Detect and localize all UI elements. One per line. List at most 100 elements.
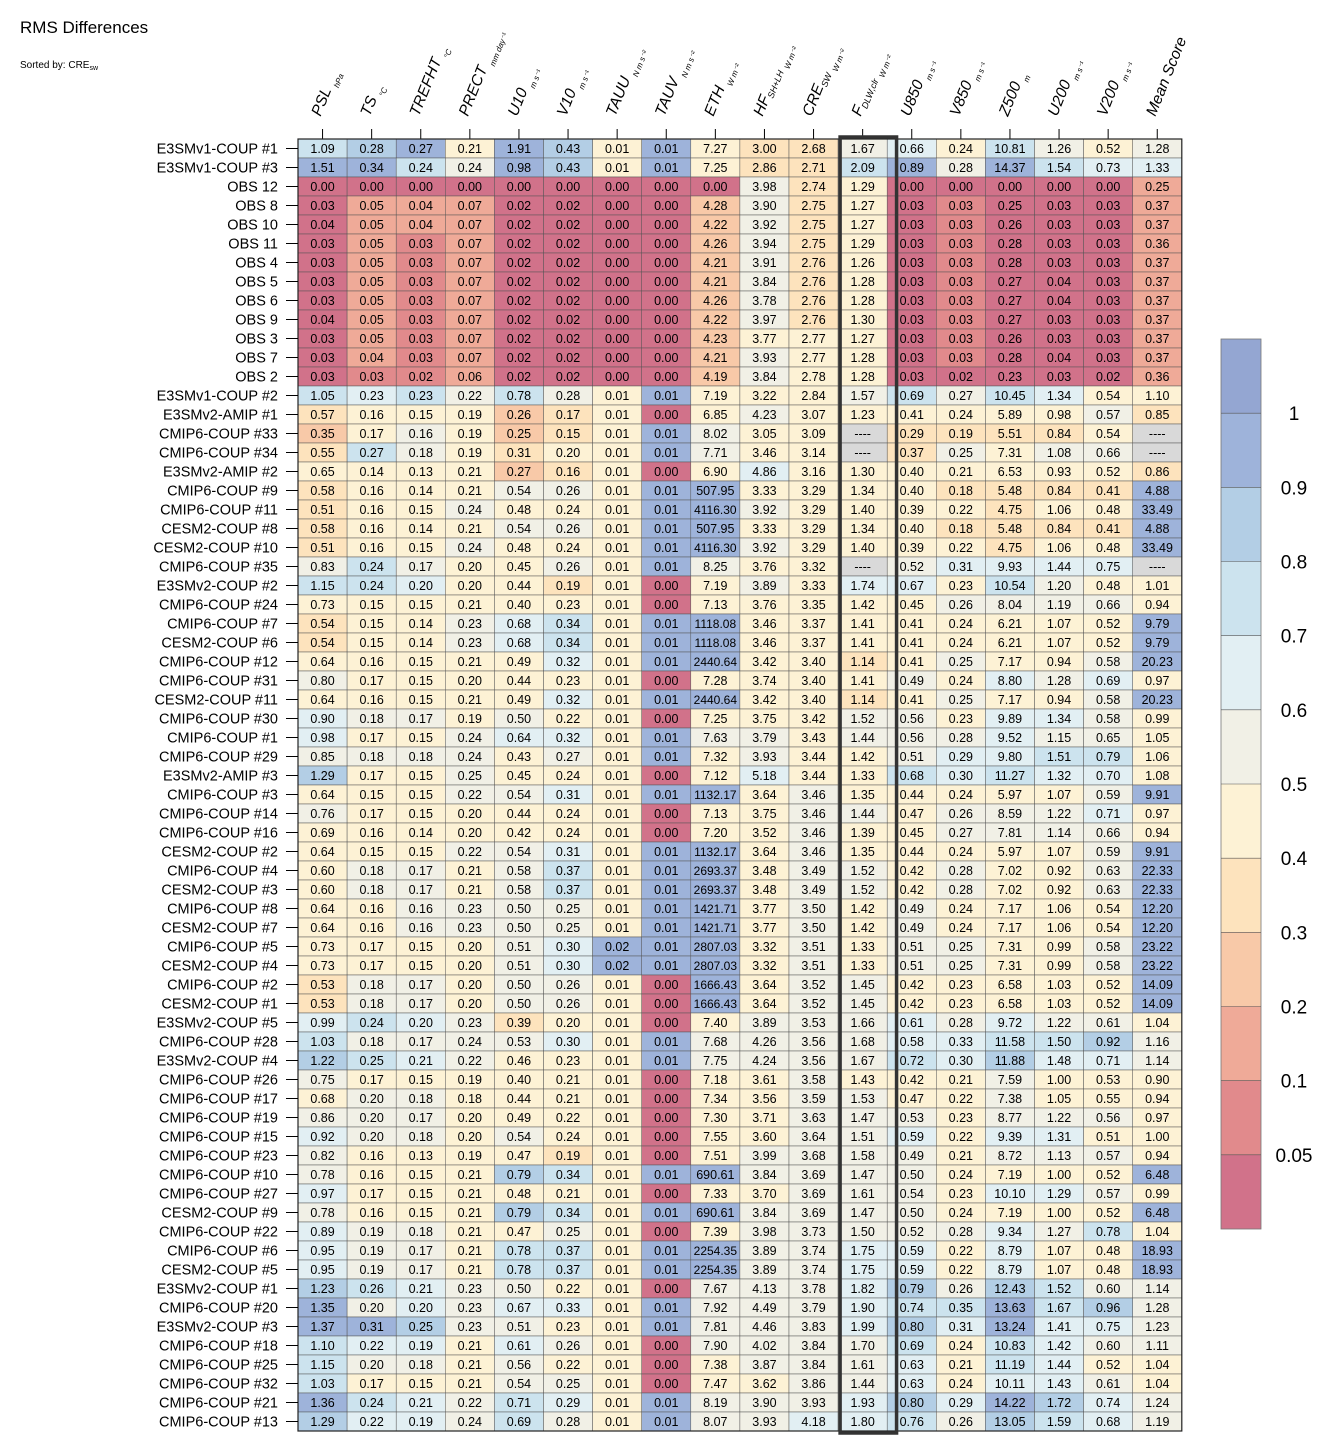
cell-value-label: ---- [1149, 560, 1166, 574]
cell-value-label: 0.25 [949, 940, 973, 954]
cell-value-label: 0.37 [556, 883, 580, 897]
cell-value-label: 0.01 [605, 1035, 629, 1049]
cell-value-label: 0.75 [1096, 560, 1120, 574]
row-label: E3SMv2-AMIP #2 [163, 465, 278, 481]
row-label: CESM2-COUP #7 [161, 921, 278, 937]
cell-value-label: 0.01 [605, 1377, 629, 1391]
cell-value-label: 0.94 [1047, 693, 1071, 707]
cell-value-label: 0.14 [409, 522, 433, 536]
cell-value-label: 0.20 [556, 1016, 580, 1030]
cell-value-label: 0.70 [1096, 769, 1120, 783]
cell-value-label: 0.16 [359, 1168, 383, 1182]
cell-value-label: 3.07 [801, 408, 825, 422]
cell-value-label: 1.08 [1047, 446, 1071, 460]
cell-value-label: 7.75 [703, 1054, 727, 1068]
cell-value-label: 0.01 [654, 1415, 678, 1429]
cell-value-label: 3.92 [752, 218, 776, 232]
cell-value-label: 0.22 [556, 1282, 580, 1296]
cell-value-label: 1.27 [850, 218, 874, 232]
colorbar: 0.05 0.1 0.2 0.3 0.4 0.5 0.6 0.7 0.8 0.9 1 [1220, 338, 1312, 1230]
cell-value-label: 0.54 [1096, 427, 1120, 441]
cell-value-label: 0.05 [359, 313, 383, 327]
cell-value-label: 1.80 [850, 1415, 874, 1429]
cell-value-label: 3.52 [801, 997, 825, 1011]
cell-value-label: 1.10 [1145, 389, 1169, 403]
cell-value-label: 0.24 [556, 769, 580, 783]
cell-value-label: 0.63 [900, 1377, 924, 1391]
cell-value-label: 3.49 [801, 883, 825, 897]
cell-value-label: 1666.43 [694, 997, 738, 1011]
cell-value-label: 7.25 [703, 161, 727, 175]
cell-value-label: 0.22 [949, 1092, 973, 1106]
cell-value-label: 1.28 [850, 294, 874, 308]
cell-value-label: 0.03 [1047, 370, 1071, 384]
row-label: CESM2-COUP #3 [161, 883, 278, 899]
cell-value-label: 7.92 [703, 1301, 727, 1315]
cell-value-label: 0.01 [654, 845, 678, 859]
colorbar-segment [1221, 858, 1261, 933]
cell-value-label: 1.67 [850, 142, 874, 156]
cell-value-label: 0.54 [900, 1187, 924, 1201]
cell-value-label: 4.21 [703, 275, 727, 289]
cell-value-label: 3.77 [752, 332, 776, 346]
cell-value-label: 0.03 [949, 294, 973, 308]
cell-value-label: 0.27 [409, 142, 433, 156]
cell-value-label: 0.51 [1096, 1130, 1120, 1144]
cell-value-label: 0.01 [654, 1244, 678, 1258]
cell-value-label: 7.90 [703, 1339, 727, 1353]
cell-value-label: 0.03 [1096, 294, 1120, 308]
row-label: OBS 9 [235, 313, 278, 329]
cell-value-label: 0.58 [1096, 959, 1120, 973]
cell-value-label: 0.23 [458, 1301, 482, 1315]
chart-subtitle: Sorted by: CREsw [20, 60, 99, 72]
column-unit: N m s⁻² [631, 49, 650, 78]
cell-value-label: 0.03 [1047, 256, 1071, 270]
cell-value-label: 0.18 [359, 1035, 383, 1049]
cell-value-label: 0.26 [556, 560, 580, 574]
cell-value-label: 0.96 [1096, 1301, 1120, 1315]
cell-value-label: 1.45 [850, 978, 874, 992]
cell-value-label: 9.91 [1145, 845, 1169, 859]
row-label: CMIP6-COUP #23 [159, 1149, 278, 1165]
cell-value-label: 0.20 [359, 1358, 383, 1372]
cell-value-label: 1.16 [1145, 1035, 1169, 1049]
cell-value-label: 4.21 [703, 351, 727, 365]
cell-value-label: 0.18 [359, 712, 383, 726]
cell-value-label: 4.23 [752, 408, 776, 422]
cell-value-label: 0.23 [409, 389, 433, 403]
cell-value-label: 0.17 [409, 1111, 433, 1125]
cell-value-label: 0.30 [949, 769, 973, 783]
cell-value-label: 3.69 [801, 1187, 825, 1201]
cell-value-label: 0.24 [359, 560, 383, 574]
cell-value-label: 3.68 [801, 1149, 825, 1163]
cell-value-label: 0.03 [409, 332, 433, 346]
cell-value-label: 0.03 [409, 313, 433, 327]
column-name: Z500 [996, 79, 1026, 119]
cell-value-label: 0.03 [949, 351, 973, 365]
cell-value-label: 2807.03 [694, 959, 738, 973]
cell-value-label: 7.34 [703, 1092, 727, 1106]
cell-value-label: 0.00 [654, 1225, 678, 1239]
cell-value-label: 0.01 [654, 560, 678, 574]
cell-value-label: 3.40 [801, 693, 825, 707]
row-label: CMIP6-COUP #26 [159, 1073, 278, 1089]
cell-value-label: 2.75 [801, 218, 825, 232]
cell-value-label: 3.42 [752, 655, 776, 669]
cell-value-label: 3.77 [752, 902, 776, 916]
cell-value-label: 0.56 [900, 731, 924, 745]
cell-value-label: 0.03 [900, 332, 924, 346]
cell-value-label: 0.01 [654, 522, 678, 536]
cell-value-label: 3.78 [801, 1282, 825, 1296]
cell-value-label: 0.60 [1096, 1282, 1120, 1296]
cell-value-label: 0.00 [654, 826, 678, 840]
cell-value-label: 0.14 [409, 484, 433, 498]
cell-value-label: 0.00 [605, 313, 629, 327]
cell-value-label: 5.51 [998, 427, 1022, 441]
row-label: OBS 8 [235, 199, 278, 215]
cell-value-label: 0.04 [359, 351, 383, 365]
cell-value-label: 0.02 [949, 370, 973, 384]
cell-value-label: 3.61 [752, 1073, 776, 1087]
cell-value-label: 0.21 [458, 1168, 482, 1182]
row-label: CMIP6-COUP #11 [160, 503, 278, 519]
cell-value-label: 0.63 [1096, 864, 1120, 878]
